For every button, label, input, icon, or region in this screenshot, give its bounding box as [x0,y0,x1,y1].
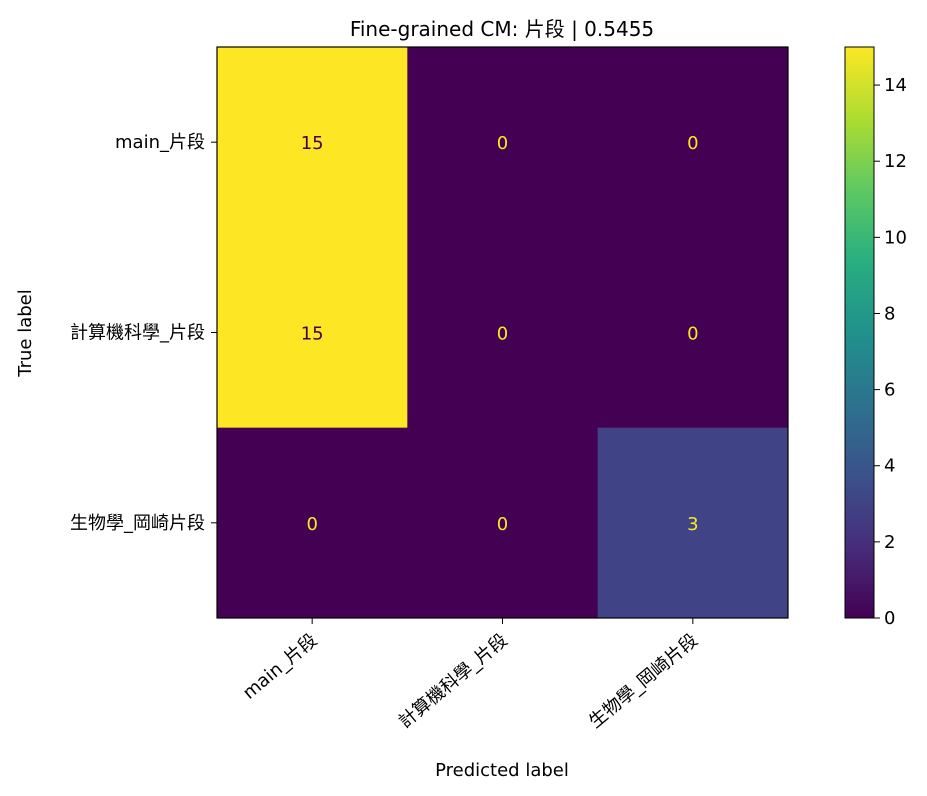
x-axis-label: Predicted label [435,760,569,781]
cell-value-label: 0 [687,133,698,154]
heatmap-cell-labels: 15 0 0 15 0 0 0 0 3 [301,133,699,535]
chart-title: Fine-grained CM: 片段 | 0.5455 [350,17,654,41]
colorbar-tick-label: 2 [884,532,895,553]
x-tick-label: 生物學_岡崎片段 [585,630,702,733]
heatmap-cell [217,47,408,238]
colorbar-tick-label: 6 [884,380,895,401]
colorbar-tick-label: 12 [884,151,907,172]
cell-value-label: 15 [301,324,324,345]
cell-value-label: 0 [497,324,508,345]
cell-value-label: 0 [497,133,508,154]
y-tick-label: main_片段 [115,132,205,153]
heatmap-cell [407,47,599,238]
colorbar-tick-label: 14 [884,75,907,96]
heatmap-cell [597,427,789,619]
x-tick-label: main_片段 [239,630,321,704]
y-tick-label: 計算機科學_片段 [70,323,205,344]
colorbar-tick-label: 8 [884,303,895,324]
colorbar [844,46,875,619]
heatmap-cell [407,237,599,429]
colorbar-ticks: 0 2 4 6 8 10 12 14 [874,75,907,629]
heatmap-cell [597,47,789,238]
colorbar-tick-label: 10 [884,227,907,248]
x-axis-ticks: main_片段 計算機科學_片段 生物學_岡崎片段 [239,618,702,733]
y-axis-label: True label [15,289,36,378]
heatmap-cells [217,47,789,619]
cell-value-label: 0 [497,514,508,535]
heatmap-cell [217,237,408,429]
cell-value-label: 3 [687,514,698,535]
x-tick-label: 計算機科學_片段 [395,630,512,733]
colorbar-tick-label: 0 [884,608,895,629]
cell-value-label: 0 [306,514,317,535]
heatmap-cell [217,427,408,619]
colorbar-tick-label: 4 [884,456,895,477]
cell-value-label: 0 [687,324,698,345]
heatmap-cell [597,237,789,429]
cell-value-label: 15 [301,133,324,154]
y-tick-label: 生物學_岡崎片段 [70,513,205,534]
heatmap-cell [407,427,599,619]
